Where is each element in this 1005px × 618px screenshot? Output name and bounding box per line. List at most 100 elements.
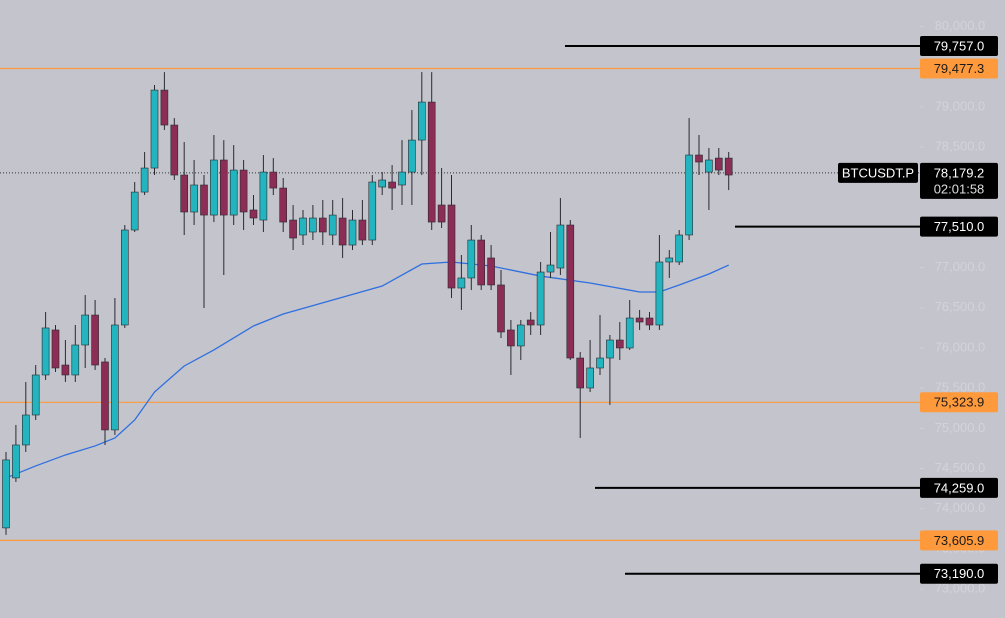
- candle-body: [586, 367, 594, 389]
- level-label-box: [920, 392, 998, 413]
- candle-body: [477, 239, 486, 286]
- level-label: 79,477.3: [934, 61, 985, 76]
- candle-body: [625, 317, 634, 349]
- candle-body: [81, 314, 89, 346]
- symbol-box: [838, 162, 918, 183]
- candle-body: [51, 329, 60, 369]
- y-tick-label: 78,500.0: [935, 139, 986, 154]
- candle-body: [655, 261, 664, 326]
- candle-body: [556, 224, 565, 269]
- candle-body: [210, 159, 218, 216]
- candle-body: [71, 344, 80, 376]
- candle-body: [417, 101, 426, 141]
- candle-body: [358, 219, 367, 241]
- candle-body: [408, 139, 416, 173]
- candle-body: [249, 209, 258, 219]
- candle-body: [180, 174, 188, 213]
- candle-body: [170, 124, 179, 176]
- candle-body: [665, 257, 674, 263]
- y-tick-label: 74,500.0: [935, 460, 986, 475]
- candle-body: [21, 414, 30, 446]
- level-label: 79,757.0: [934, 38, 985, 53]
- level-label-box: [920, 216, 998, 237]
- price-label-box: [920, 162, 998, 199]
- level-label-box: [920, 36, 998, 57]
- level-label: 77,510.0: [934, 219, 985, 234]
- candle-body: [635, 317, 644, 323]
- candle-body: [269, 171, 278, 189]
- candle-body: [130, 191, 139, 231]
- candle-body: [576, 357, 585, 389]
- level-label-box: [920, 58, 998, 79]
- candle-body: [675, 234, 684, 263]
- candle-body: [91, 314, 99, 366]
- candle-body: [615, 339, 624, 349]
- candle-body: [705, 159, 713, 173]
- candle-body: [516, 324, 525, 347]
- candle-body: [2, 459, 10, 529]
- y-tick-label: 77,000.0: [935, 259, 986, 274]
- candle-body: [507, 329, 515, 347]
- level-label: 75,323.9: [934, 395, 985, 410]
- moving-average: [5, 261, 729, 479]
- candle-body: [427, 101, 436, 223]
- candle-body: [41, 327, 50, 376]
- candle-body: [467, 239, 476, 279]
- candle-body: [398, 171, 406, 186]
- price-label: 78,179.2: [934, 165, 985, 180]
- level-label: 73,190.0: [934, 566, 985, 581]
- candle-body: [309, 217, 317, 233]
- level-label-box: [920, 477, 998, 498]
- candle-body: [714, 157, 723, 171]
- candle-body: [259, 171, 268, 221]
- candle-body: [695, 154, 703, 163]
- level-label: 73,605.9: [934, 533, 985, 548]
- candle-body: [61, 364, 70, 376]
- candle-body: [645, 317, 654, 326]
- candle-body: [150, 89, 159, 169]
- candle-body: [487, 257, 495, 286]
- y-tick-label: 73,000.0: [935, 581, 986, 596]
- candle-body: [596, 357, 604, 369]
- candle-body: [536, 271, 545, 326]
- level-label: 74,259.0: [934, 480, 985, 495]
- symbol-label: BTCUSDT.P: [842, 165, 914, 180]
- y-tick-label: 75,500.0: [935, 380, 986, 395]
- candle-body: [200, 184, 208, 216]
- countdown-label: 02:01:58: [934, 181, 985, 196]
- y-tick-label: 79,000.0: [935, 98, 986, 113]
- candle-body: [140, 167, 149, 193]
- candle-body: [606, 339, 614, 359]
- candle-body: [279, 187, 288, 223]
- candle-body: [348, 219, 357, 246]
- candle-body: [160, 89, 169, 126]
- candle-body: [388, 181, 396, 189]
- candle-body: [447, 204, 456, 289]
- candle-body: [12, 444, 20, 479]
- candle-body: [101, 361, 109, 431]
- candle-body: [121, 229, 129, 326]
- level-label-box: [920, 563, 998, 584]
- candle-body: [368, 181, 377, 241]
- candle-body: [566, 224, 575, 359]
- y-tick-label: 75,000.0: [935, 420, 986, 435]
- candle-body: [31, 374, 40, 416]
- candle-body: [497, 284, 505, 333]
- candle-body: [229, 169, 238, 216]
- candle-body: [338, 217, 347, 246]
- candle-body: [437, 204, 446, 223]
- candle-body: [378, 179, 387, 188]
- y-tick-label: 80,000.0: [935, 18, 986, 33]
- candle-body: [220, 159, 228, 216]
- candle-body: [289, 219, 297, 239]
- level-label-box: [920, 530, 998, 551]
- y-tick-label: 76,500.0: [935, 299, 986, 314]
- candle-body: [685, 154, 693, 236]
- candle-body: [546, 264, 555, 273]
- candle-body: [724, 157, 733, 176]
- candle-body: [111, 324, 119, 431]
- candle-body: [318, 217, 327, 233]
- candle-body: [239, 169, 248, 213]
- candle-body: [328, 214, 337, 236]
